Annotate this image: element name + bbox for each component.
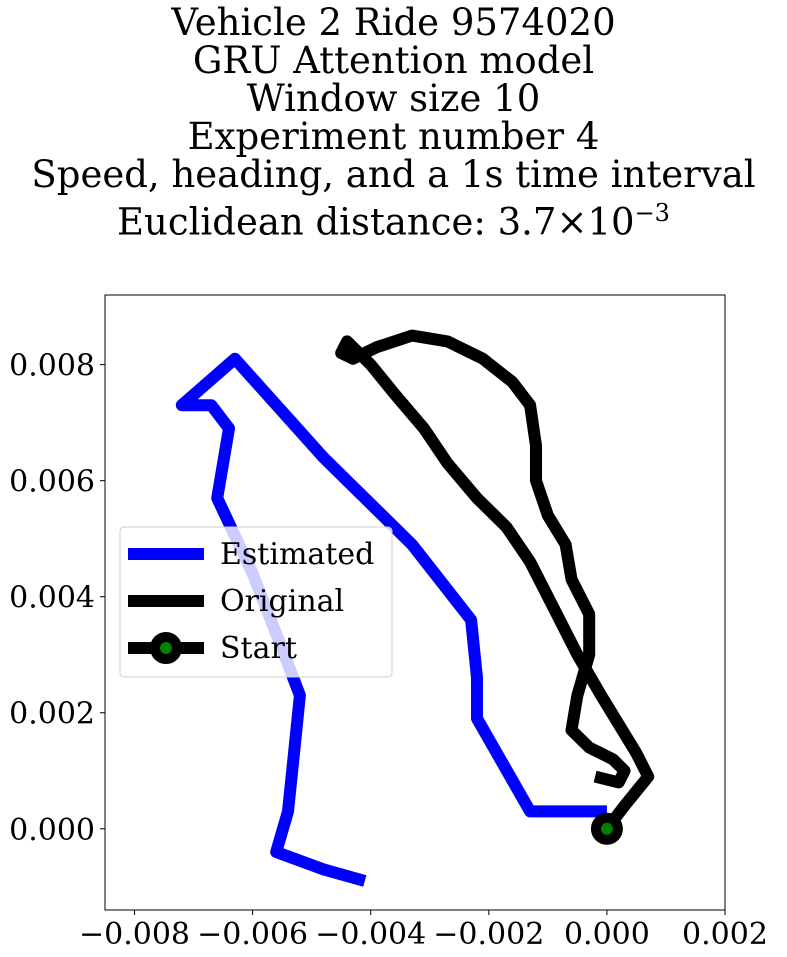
title-line-3: Window size 10 [246, 77, 541, 120]
title-metric-exp: −3 [634, 199, 670, 227]
plot-frame [104, 294, 726, 911]
y-tick-label: 0.004 [9, 581, 95, 616]
title-metric-base: 10 [587, 200, 635, 244]
legend-label: Start [220, 631, 297, 666]
x-tick-label: 0.002 [682, 917, 768, 952]
y-tick-label: 0.006 [9, 465, 95, 500]
title-metric-times: × [556, 200, 588, 244]
start-marker [590, 812, 623, 845]
legend: Estimated Original Start [119, 526, 393, 678]
series-line-original [335, 329, 655, 833]
x-tick-label: −0.002 [433, 917, 544, 952]
series-line-estimated [175, 352, 607, 887]
x-tick-label: 0.000 [564, 917, 650, 952]
legend-box [119, 526, 393, 678]
y-axis: 0.000 0.002 0.004 0.006 0.008 [9, 349, 105, 848]
title-line-4: Experiment number 4 [187, 115, 600, 158]
chart-title: Vehicle 2 Ride 9574020 GRU Attention mod… [0, 0, 787, 241]
x-tick-label: −0.008 [79, 917, 190, 952]
title-metric-prefix: Euclidean distance: 3.7 [117, 200, 557, 244]
title-line-6: Euclidean distance: 3.7×10−3 [0, 194, 787, 241]
x-tick-label: −0.006 [197, 917, 308, 952]
title-line-5: Speed, heading, and a 1s time interval [31, 153, 756, 196]
title-line-2: GRU Attention model [192, 39, 595, 82]
y-tick-label: 0.000 [9, 813, 95, 848]
x-tick-label: −0.004 [315, 917, 426, 952]
title-line-1: Vehicle 2 Ride 9574020 [171, 1, 616, 44]
legend-start-marker [150, 632, 182, 664]
legend-label: Original [220, 584, 344, 619]
y-tick-label: 0.002 [9, 697, 95, 732]
y-tick-label: 0.008 [9, 349, 95, 384]
legend-label: Estimated [220, 537, 374, 572]
series-layer [175, 329, 655, 887]
x-axis: −0.008 −0.006 −0.004 −0.002 0.000 0.002 [79, 910, 768, 952]
